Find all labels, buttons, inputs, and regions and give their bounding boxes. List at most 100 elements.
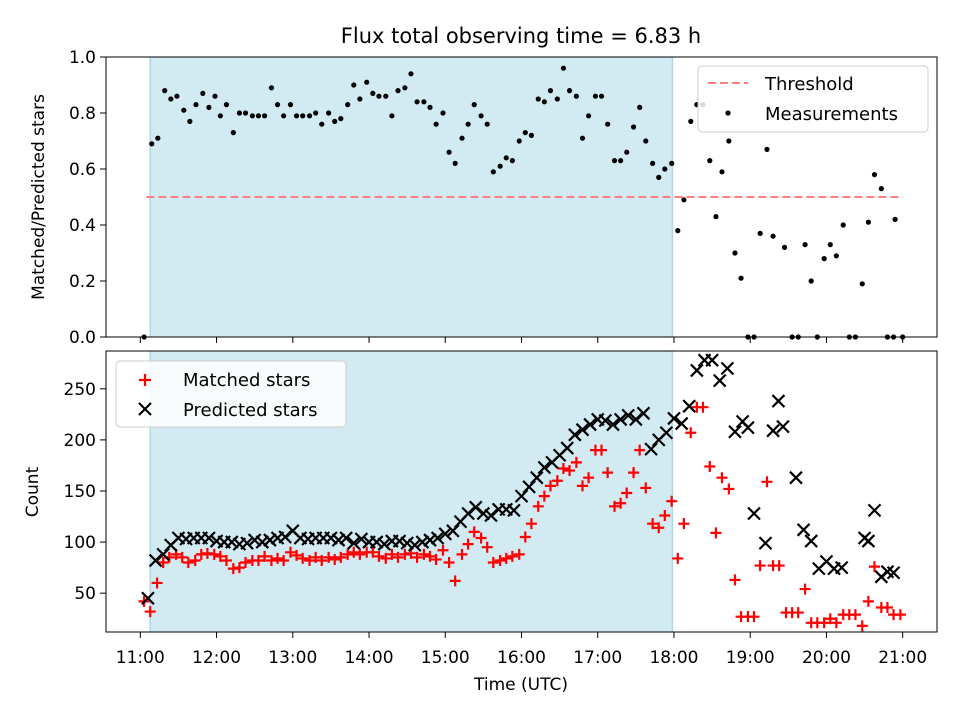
predicted-star-point <box>690 363 704 378</box>
matched-star-point <box>335 551 347 563</box>
measurement-point <box>459 135 465 141</box>
measurement-point <box>592 93 599 99</box>
matched-star-point <box>685 427 697 439</box>
matched-star-point <box>284 546 296 558</box>
measurement-point <box>827 242 833 248</box>
measurement-point <box>281 113 287 119</box>
top-legend-box <box>697 65 929 133</box>
bottom-x-tick-label: 13:00 <box>268 648 317 668</box>
matched-star-point <box>278 554 290 566</box>
predicted-star-point <box>741 420 755 435</box>
top-y-tick-label: 0.0 <box>69 328 96 348</box>
measurement-point <box>370 90 376 96</box>
matched-star-point <box>506 550 518 562</box>
predicted-star-point <box>804 534 818 548</box>
measurement-point <box>522 130 528 136</box>
matched-star-point <box>392 551 404 563</box>
predicted-star-point <box>728 424 742 439</box>
predicted-star-point <box>575 422 590 437</box>
predicted-star-point <box>423 533 437 547</box>
top-y-tick-label: 1.0 <box>69 48 96 68</box>
matched-star-point <box>881 601 893 613</box>
measurement-point <box>871 172 878 178</box>
predicted-star-point <box>861 534 876 548</box>
measurement-point <box>351 82 357 88</box>
matched-star-point <box>418 548 430 560</box>
measurement-point <box>242 110 249 116</box>
legend-predicted-label: Predicted stars <box>183 400 317 421</box>
matched-star-point <box>704 460 716 472</box>
matched-star-point <box>310 551 322 563</box>
measurement-point <box>174 93 180 99</box>
predicted-star-point <box>644 442 658 456</box>
predicted-star-point <box>771 394 786 408</box>
matched-star-point <box>621 487 633 499</box>
matched-star-point <box>868 561 880 573</box>
predicted-star-point <box>529 470 544 485</box>
matched-star-point <box>532 500 544 512</box>
measurement-point <box>338 116 344 122</box>
measurement-point <box>585 113 592 119</box>
predicted-stars-series <box>141 353 901 606</box>
matched-star-point <box>678 518 690 530</box>
measurement-point <box>892 216 898 222</box>
matched-star-point <box>367 546 379 558</box>
measurement-point <box>757 230 763 236</box>
matched-star-point <box>259 550 271 562</box>
matched-star-point <box>792 607 804 619</box>
matched-star-point <box>456 548 468 560</box>
predicted-star-point <box>476 506 491 521</box>
measurement-point <box>516 138 522 144</box>
matched-star-point <box>176 551 188 563</box>
measurement-point <box>452 160 458 166</box>
measurement-point <box>833 253 839 259</box>
measurement-point <box>675 228 681 234</box>
top-x-ticks <box>139 337 904 343</box>
measurement-point <box>478 113 484 119</box>
measurement-point <box>255 113 262 119</box>
predicted-star-point <box>354 532 369 546</box>
matched-star-point <box>424 550 436 562</box>
measurement-point <box>193 102 199 108</box>
measurement-point <box>509 158 515 164</box>
matched-star-point <box>576 480 588 492</box>
predicted-star-point <box>446 524 460 538</box>
measurement-point <box>669 160 675 166</box>
matched-star-point <box>761 476 773 488</box>
measurement-point <box>865 219 871 225</box>
top-y-tick-label: 0.6 <box>69 160 96 180</box>
matched-star-point <box>304 554 316 566</box>
measurement-point <box>446 149 452 155</box>
predicted-star-point <box>606 417 620 432</box>
bottom-x-tick-label: 21:00 <box>878 648 927 668</box>
measurement-point <box>738 275 744 281</box>
measurement-point <box>688 118 694 124</box>
measurement-point <box>535 96 541 102</box>
matched-star-point <box>487 557 499 569</box>
measurement-point <box>326 110 332 116</box>
top-y-tick-label: 0.4 <box>69 216 96 236</box>
predicted-star-point <box>613 412 628 427</box>
bottom-x-tick-label: 15:00 <box>421 648 470 668</box>
measurement-point <box>528 132 535 138</box>
measurement-point <box>332 118 338 124</box>
measurement-point <box>681 197 687 203</box>
predicted-star-point <box>659 425 674 440</box>
predicted-star-point <box>621 408 636 423</box>
measurement-point <box>313 110 319 116</box>
bottom-y-label: Count <box>23 466 43 517</box>
matched-star-point <box>252 554 264 566</box>
bottom-y-ticks: 50 100 150 200 250 <box>64 380 106 604</box>
measurement-point <box>440 110 446 116</box>
measurement-point <box>713 214 719 220</box>
predicted-star-point <box>796 523 811 537</box>
matched-star-point <box>538 490 550 502</box>
bottom-x-tick-label: 16:00 <box>497 648 546 668</box>
measurement-point <box>484 121 490 127</box>
matched-star-point <box>182 557 194 569</box>
bottom-y-tick-label: 50 <box>74 584 96 604</box>
matched-star-point <box>602 467 614 479</box>
matched-star-point <box>291 549 303 561</box>
measurement-point <box>637 104 643 110</box>
top-y-ticks: 0.0 0.2 0.4 0.6 0.8 1.0 <box>69 48 106 348</box>
